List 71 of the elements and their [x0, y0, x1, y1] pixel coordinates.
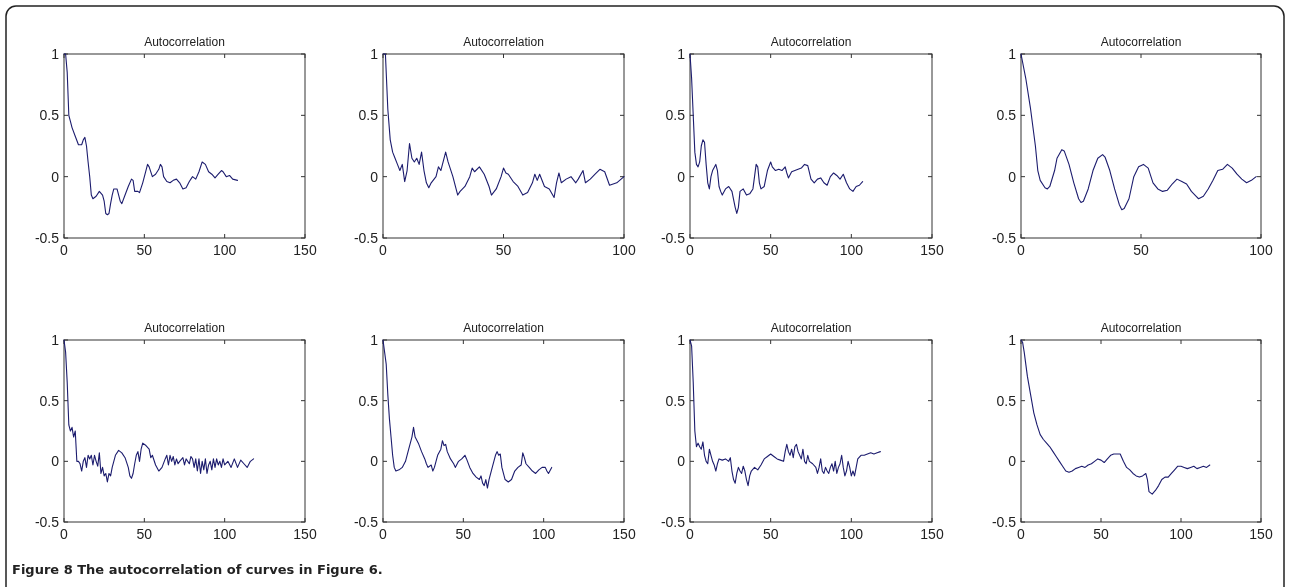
x-tick-label: 50 — [1133, 242, 1149, 258]
x-tick-label: 100 — [1249, 242, 1273, 258]
y-tick-label: 0 — [677, 453, 686, 470]
chart-title: Autocorrelation — [770, 35, 852, 49]
y-tick-label: 0.5 — [665, 392, 686, 409]
y-tick-label: 0 — [677, 168, 686, 185]
line-series — [63, 339, 255, 483]
chart-title: Autocorrelation — [1100, 321, 1182, 335]
y-tick-label: 1 — [1008, 332, 1017, 348]
y-tick-label: 0.5 — [665, 107, 686, 124]
y-tick-label: -0.5 — [353, 230, 379, 246]
y-tick-label: -0.5 — [353, 514, 379, 530]
chart-title: Autocorrelation — [144, 35, 225, 49]
y-tick-label: 1 — [677, 332, 686, 348]
x-tick-label: 150 — [1249, 526, 1273, 542]
x-tick-label: 50 — [495, 242, 512, 258]
x-tick-label: 100 — [531, 526, 556, 542]
y-tick-label: 0.5 — [39, 392, 60, 409]
y-tick-label: 0.5 — [996, 107, 1017, 124]
y-tick-label: 0 — [370, 453, 379, 470]
x-tick-label: 150 — [293, 242, 317, 258]
line-series — [382, 339, 553, 489]
line-series — [382, 53, 625, 199]
x-tick-label: 50 — [1093, 526, 1109, 542]
y-tick-label: 1 — [1008, 46, 1017, 62]
y-tick-label: 1 — [51, 332, 60, 348]
chart-title: Autocorrelation — [463, 35, 544, 49]
y-tick-label: 0 — [1008, 168, 1017, 185]
chart-title: Autocorrelation — [770, 321, 852, 335]
x-tick-label: 100 — [212, 242, 237, 258]
x-tick-label: 150 — [920, 242, 944, 258]
x-tick-label: 100 — [612, 242, 636, 258]
y-tick-label: 0.5 — [358, 107, 379, 124]
x-tick-label: 50 — [136, 526, 153, 542]
line-series — [1020, 53, 1257, 211]
y-tick-label: 1 — [370, 46, 379, 62]
x-tick-label: 100 — [212, 526, 237, 542]
x-tick-label: 50 — [136, 242, 153, 258]
x-tick-label: 100 — [839, 242, 864, 258]
y-tick-label: 1 — [677, 46, 686, 62]
x-tick-label: 150 — [293, 526, 317, 542]
chart-title: Autocorrelation — [463, 321, 544, 335]
y-tick-label: 0.5 — [358, 392, 379, 409]
y-tick-label: 0.5 — [39, 107, 60, 124]
y-tick-label: -0.5 — [991, 514, 1017, 530]
line-series — [689, 53, 864, 215]
x-tick-label: 50 — [455, 526, 472, 542]
y-tick-label: 0 — [370, 168, 379, 185]
y-tick-label: 1 — [51, 46, 60, 62]
y-tick-label: 0.5 — [996, 392, 1017, 409]
x-tick-label: 150 — [612, 526, 636, 542]
x-tick-label: 100 — [1169, 526, 1193, 542]
y-tick-label: 0 — [51, 168, 60, 185]
x-tick-label: 50 — [762, 242, 779, 258]
line-series — [689, 339, 881, 487]
y-tick-label: 0 — [1008, 453, 1017, 470]
x-tick-label: 150 — [920, 526, 944, 542]
y-tick-label: -0.5 — [660, 230, 686, 246]
line-series — [63, 53, 239, 216]
y-tick-label: 0 — [51, 453, 60, 470]
line-series — [1020, 339, 1211, 495]
y-tick-label: -0.5 — [34, 230, 60, 246]
x-tick-label: 100 — [839, 526, 864, 542]
y-tick-label: -0.5 — [34, 514, 60, 530]
x-tick-label: 50 — [762, 526, 779, 542]
y-tick-label: -0.5 — [660, 514, 686, 530]
chart-title: Autocorrelation — [144, 321, 225, 335]
caption: Figure 8 The autocorrelation of curves in Figure 6. — [12, 562, 383, 577]
y-tick-label: -0.5 — [991, 230, 1017, 246]
y-tick-label: 1 — [370, 332, 379, 348]
chart-title: Autocorrelation — [1100, 35, 1182, 49]
